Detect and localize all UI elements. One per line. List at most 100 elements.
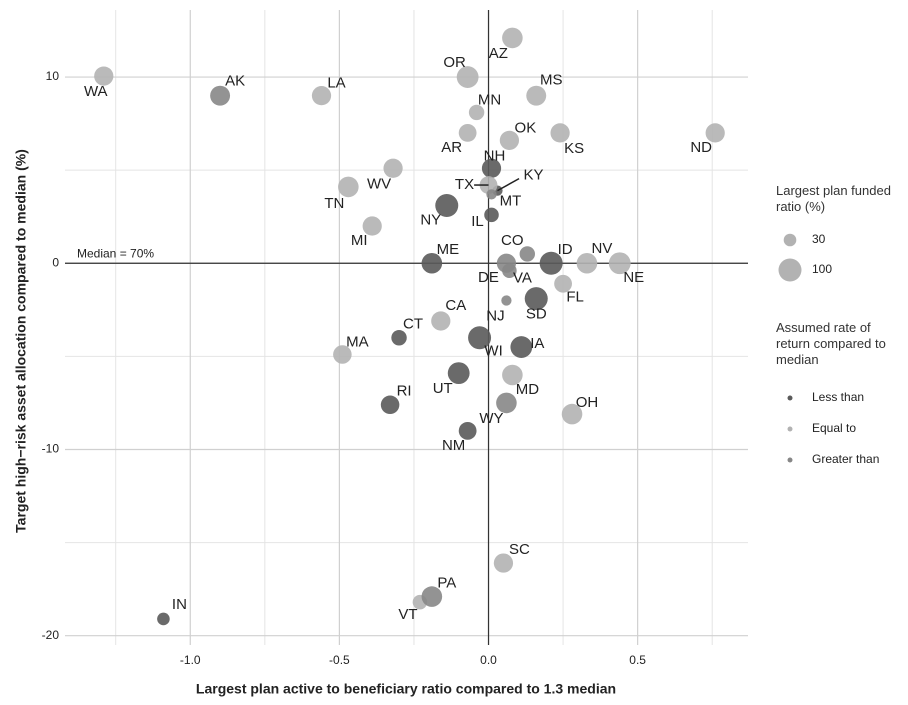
size-legend-key	[778, 258, 802, 282]
point-label: LA	[327, 75, 345, 92]
bubble	[94, 66, 114, 86]
bubble	[484, 207, 499, 223]
point-label: NJ	[486, 307, 504, 324]
bubble	[391, 330, 407, 346]
point-label: MS	[540, 72, 563, 89]
point-label: NY	[420, 211, 441, 228]
point-label: FL	[566, 289, 584, 306]
x-tick-label: -1.0	[180, 653, 201, 667]
bubble	[576, 252, 598, 274]
bubble	[311, 86, 332, 106]
legend-label: Equal to	[812, 421, 856, 435]
bubble	[510, 336, 533, 358]
bubble	[501, 295, 512, 306]
point-label: PA	[437, 575, 456, 592]
point-label: ND	[690, 139, 712, 156]
point-label: VT	[398, 606, 417, 623]
point-label: NH	[484, 147, 506, 164]
size-legend-title: Largest plan funded ratio (%)	[776, 183, 891, 214]
point-label: NE	[623, 269, 644, 286]
bubble	[486, 189, 497, 200]
bubble	[496, 392, 517, 414]
x-tick-label: 0.5	[629, 653, 646, 667]
point-label: AZ	[489, 45, 508, 62]
bubble	[458, 421, 477, 440]
bubble	[502, 263, 517, 278]
point-label: CA	[445, 297, 466, 314]
legend-key	[787, 426, 793, 432]
bubble	[554, 274, 572, 293]
point-label: MA	[346, 333, 369, 350]
point-label: CT	[403, 316, 423, 333]
legend-label: Less than	[812, 390, 864, 404]
point-label: NM	[442, 437, 465, 454]
bubble	[499, 130, 520, 150]
bubble	[421, 586, 443, 607]
point-label: KS	[564, 140, 584, 157]
point-label: RI	[397, 383, 412, 400]
point-label: WA	[84, 83, 108, 100]
bubble	[338, 176, 359, 198]
bubble	[524, 287, 548, 311]
size-legend-key	[783, 233, 797, 247]
point-label: NV	[592, 240, 613, 257]
point-label: UT	[433, 380, 453, 397]
point-label: MD	[516, 381, 539, 398]
bubble	[380, 395, 400, 415]
point-label: TX	[455, 176, 474, 193]
point-label: KY	[523, 167, 543, 184]
point-label: WY	[479, 410, 503, 427]
y-tick-label: -10	[42, 442, 60, 456]
bubble	[493, 553, 514, 573]
point-label: ID	[558, 241, 573, 258]
point-label: IA	[530, 335, 544, 352]
bubble	[550, 123, 570, 143]
bubble	[458, 123, 477, 142]
point-label: MN	[478, 91, 501, 108]
bubble	[456, 66, 479, 88]
point-label: AR	[441, 139, 462, 156]
bubble	[502, 27, 523, 49]
point-label: TN	[324, 195, 344, 212]
bubble	[333, 345, 352, 364]
point-label: DE	[478, 269, 499, 286]
point-label: WV	[367, 175, 391, 192]
bubble	[561, 403, 583, 425]
bubble	[435, 194, 459, 218]
legend-key	[787, 457, 793, 463]
point-label: MT	[500, 192, 522, 209]
y-tick-label: -20	[42, 628, 60, 642]
size-legend-label: 100	[812, 262, 832, 276]
point-label: WI	[484, 343, 502, 360]
bubble	[539, 251, 563, 275]
bubble	[608, 252, 631, 275]
point-label: ME	[437, 241, 460, 258]
y-tick-label: 10	[46, 69, 60, 83]
leader-line	[497, 177, 520, 192]
bubble	[519, 246, 536, 262]
color-legend-title: Assumed rate of return compared to media…	[776, 320, 886, 367]
point-label: SD	[526, 306, 547, 323]
bubble	[431, 311, 451, 331]
bubble	[447, 362, 470, 385]
point-label: AK	[225, 73, 245, 90]
bubble	[383, 158, 403, 178]
bubble	[157, 612, 170, 626]
legend-key	[787, 395, 793, 401]
legend-label: Greater than	[812, 452, 879, 466]
point-label: MI	[351, 232, 368, 249]
point-label: SC	[509, 541, 530, 558]
bubble	[421, 252, 443, 274]
y-tick-label: 0	[52, 255, 59, 269]
point-label: IL	[471, 213, 484, 230]
point-label: OK	[515, 119, 537, 136]
point-label: OH	[576, 394, 599, 411]
bubble	[481, 158, 502, 178]
bubble	[362, 216, 382, 236]
x-tick-label: 0.0	[480, 653, 497, 667]
size-legend-label: 30	[812, 232, 826, 246]
bubble	[468, 326, 492, 350]
y-axis-title: Target high−risk asset allocation compar…	[13, 149, 29, 533]
